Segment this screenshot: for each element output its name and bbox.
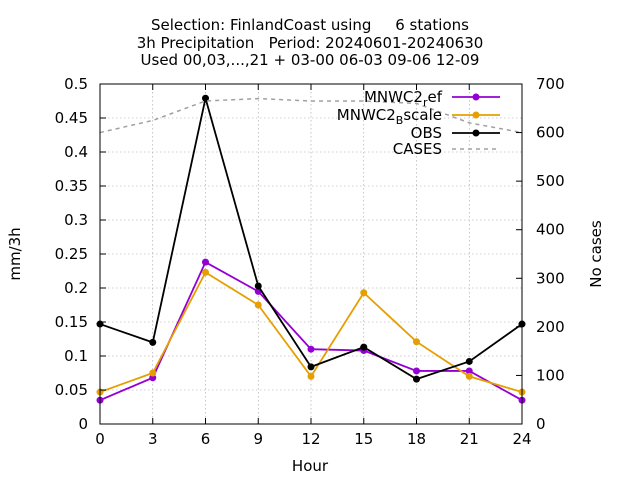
series-mnwc2-bscale-point	[465, 372, 473, 380]
y-tick-label: 0.2	[64, 279, 88, 297]
y2-tick-label: 700	[536, 75, 565, 93]
series-mnwc2-ref-point	[465, 367, 473, 375]
series-cases	[99, 97, 523, 134]
y-tick-label: 0	[78, 415, 88, 433]
y2-tick-label: 300	[536, 269, 565, 287]
series-mnwc2-bscale-point	[254, 301, 262, 309]
legend-mnwc2-bscale: MNWC2Bscale	[337, 106, 500, 127]
chart-title-line-3: Used 00,03,...,21 + 03-00 06-03 09-06 12…	[141, 51, 480, 69]
y-tick-label: 0.1	[64, 347, 88, 365]
series-mnwc2-bscale-point	[413, 338, 420, 346]
y-tick-label: 0.5	[64, 75, 88, 93]
legend-obs-label: OBS	[411, 124, 442, 142]
series-mnwc2-bscale	[96, 268, 526, 396]
series-obs-point	[307, 363, 315, 371]
y2-tick-label: 200	[536, 318, 565, 336]
legend-obs: OBS	[411, 124, 500, 142]
x-tick-label: 15	[354, 430, 373, 448]
series-obs-point	[254, 282, 262, 290]
series-obs-point	[465, 357, 473, 365]
series-mnwc2-ref-point	[413, 367, 420, 375]
legend-mnwc2-ref-label: MNWC2ref	[364, 88, 443, 109]
y-tick-label: 0.45	[55, 109, 88, 127]
x-tick-label: 9	[253, 430, 263, 448]
series-obs-point	[360, 343, 368, 351]
y2-tick-label: 100	[536, 366, 565, 384]
y2-axis-label: No cases	[587, 220, 605, 288]
x-tick-label: 3	[148, 430, 158, 448]
x-tick-label: 6	[201, 430, 211, 448]
chart-title-line-2: 3h Precipitation Period: 20240601-202406…	[137, 34, 484, 52]
series-mnwc2-bscale-point	[149, 369, 157, 377]
x-axis-label: Hour	[292, 457, 329, 475]
series-mnwc2-bscale-point	[360, 289, 368, 297]
y2-tick-label: 500	[536, 172, 565, 190]
y-tick-label: 0.4	[64, 143, 88, 161]
legend-mnwc2-bscale-label: MNWC2Bscale	[337, 106, 442, 127]
series-obs	[96, 94, 526, 383]
x-tick-label: 21	[460, 430, 479, 448]
x-tick-label: 12	[301, 430, 320, 448]
y-tick-label: 0.15	[55, 313, 88, 331]
legend-mnwc2-ref: MNWC2ref	[364, 88, 500, 109]
x-tick-label: 0	[95, 430, 105, 448]
y-tick-label: 0.05	[55, 381, 88, 399]
series-obs-point	[413, 375, 420, 383]
series-mnwc2-bscale-point	[307, 372, 315, 380]
y2-tick-label: 0	[536, 415, 546, 433]
series-mnwc2-ref-point	[202, 258, 209, 266]
y-tick-label: 0.3	[64, 211, 88, 229]
y-axis-label: mm/3h	[6, 227, 24, 280]
y-tick-label: 0.25	[55, 245, 88, 263]
y2-tick-label: 600	[536, 124, 565, 142]
legend-cases-label: CASES	[393, 140, 442, 158]
chart-title-line-1: Selection: FinlandCoast using 6 stations	[151, 16, 469, 34]
axis-ticks: 0 3 6 9 12 15 18 21 24 0 0.05 0.1 0.15 0.2 0.25 0.3 0.35…	[55, 75, 565, 448]
series-obs-point	[149, 338, 157, 346]
series-layer	[96, 94, 526, 404]
legend-obs-swatch-marker	[472, 129, 480, 137]
legend-mnwc2-ref-swatch-marker	[472, 93, 480, 101]
legend-cases: CASES	[393, 140, 500, 158]
series-cases-line	[99, 97, 523, 134]
series-obs-point	[202, 94, 209, 102]
grid	[100, 84, 522, 424]
x-tick-label: 18	[407, 430, 426, 448]
x-tick-label: 24	[512, 430, 531, 448]
chart-title: Selection: FinlandCoast using 6 stations…	[137, 16, 484, 69]
y2-tick-label: 400	[536, 221, 565, 239]
series-mnwc2-ref-point	[307, 345, 315, 353]
legend-mnwc2-bscale-swatch-marker	[472, 111, 480, 119]
series-mnwc2-bscale-point	[202, 268, 209, 276]
y-tick-label: 0.35	[55, 177, 88, 195]
